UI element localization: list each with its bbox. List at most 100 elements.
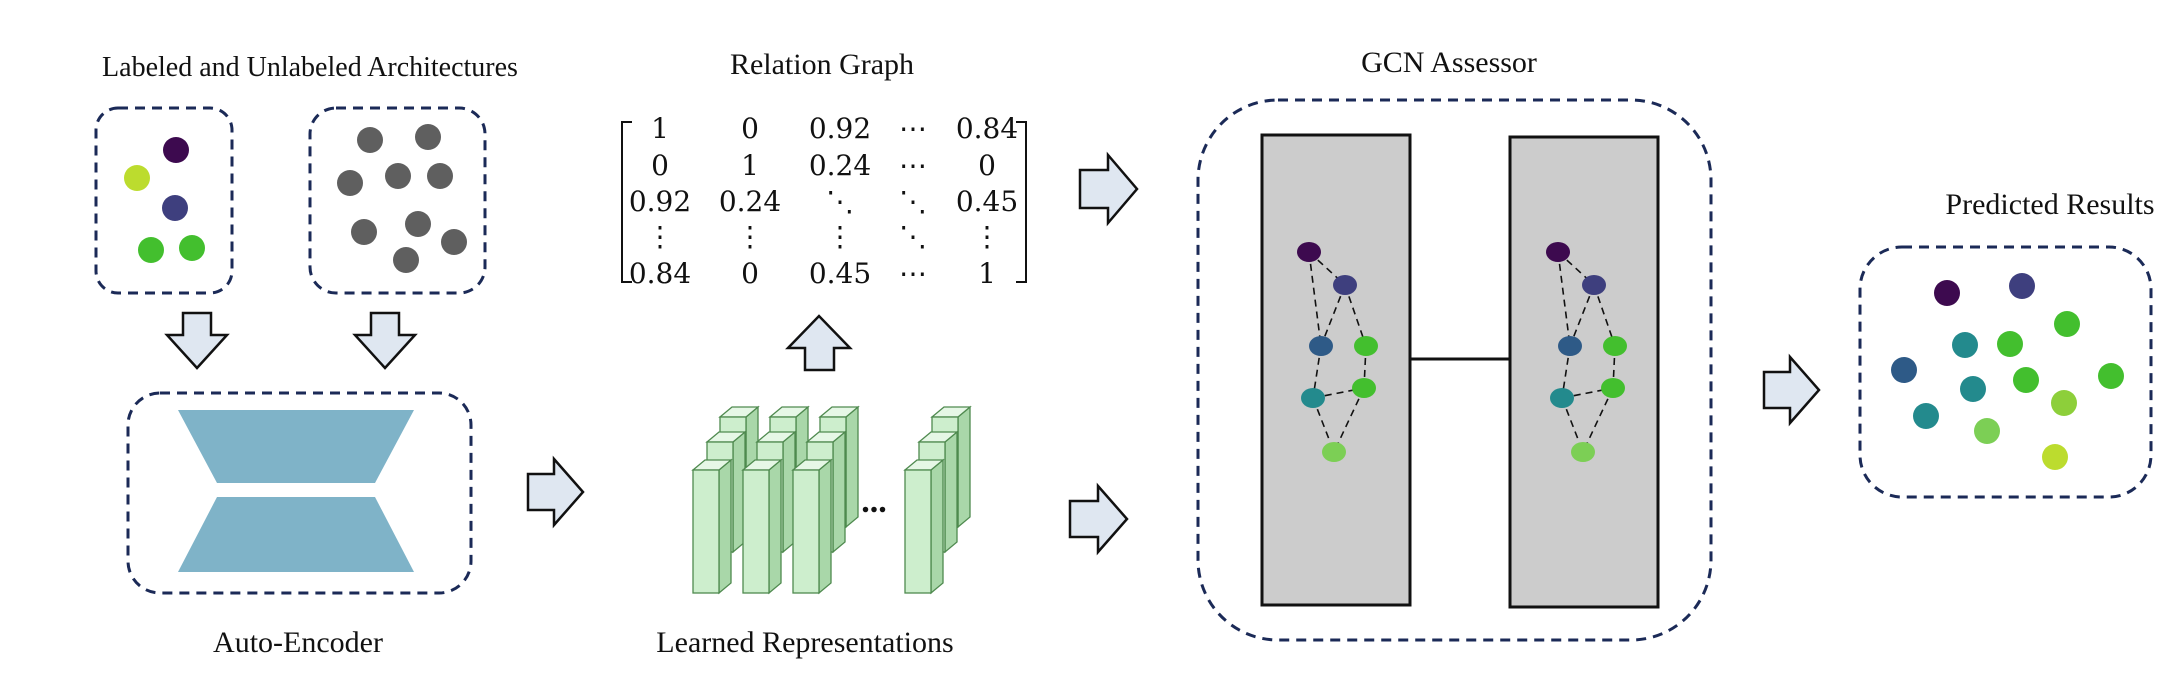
graph-edge xyxy=(1312,345,1322,399)
matrix-cell: 0.84 xyxy=(629,257,691,290)
gcn-assessor-label: GCN Assessor xyxy=(1361,46,1537,79)
graph-edge xyxy=(1593,284,1616,347)
labeled-node xyxy=(124,165,150,191)
graph-node xyxy=(1297,242,1321,262)
unlabeled-node xyxy=(351,219,377,245)
predicted-node xyxy=(2054,311,2080,337)
matrix-right-bracket xyxy=(1016,121,1027,283)
graph-edge xyxy=(1561,345,1571,399)
unlabeled-node xyxy=(415,124,441,150)
unlabeled-nodes xyxy=(337,124,467,273)
graph-node xyxy=(1582,275,1606,295)
graph-edge xyxy=(1344,284,1367,347)
representation-column xyxy=(903,458,945,595)
matrix-cell: 0.45 xyxy=(956,185,1018,218)
unlabeled-architectures-box xyxy=(308,106,487,295)
predicted-node xyxy=(2009,273,2035,299)
unlabeled-node xyxy=(337,170,363,196)
predicted-node xyxy=(1952,332,1978,358)
graph-node xyxy=(1546,242,1570,262)
representation-column xyxy=(741,458,783,595)
matrix-cell: 0.24 xyxy=(809,149,871,182)
right-arrow-representations xyxy=(1068,482,1129,556)
encoder-trapezoid xyxy=(178,410,414,483)
predicted-node xyxy=(1960,376,1986,402)
matrix-cell: ⋱ xyxy=(899,185,927,218)
matrix-cell: ⋮ xyxy=(646,220,674,253)
up-arrow-relation xyxy=(785,314,853,372)
matrix-cell: ⋮ xyxy=(826,220,854,253)
graph-node xyxy=(1571,442,1595,462)
unlabeled-node xyxy=(405,211,431,237)
graph-node xyxy=(1558,336,1582,356)
matrix-cell: 0.92 xyxy=(809,112,871,145)
gcn-assessor-box xyxy=(1196,98,1713,642)
unlabeled-node xyxy=(441,229,467,255)
gcn-layer-panel-right xyxy=(1508,135,1660,609)
matrix-cell: 1 xyxy=(978,257,996,290)
graph-node xyxy=(1601,378,1625,398)
predicted-node xyxy=(2051,390,2077,416)
matrix-cell: 0.84 xyxy=(956,112,1018,145)
relation-graph-label: Relation Graph xyxy=(730,48,914,81)
gcn-graph-left xyxy=(1297,242,1378,462)
predicted-node xyxy=(1891,357,1917,383)
learned-representation-columns xyxy=(691,405,972,595)
matrix-cell: ⋱ xyxy=(899,220,927,253)
graph-node xyxy=(1550,388,1574,408)
auto-encoder-box xyxy=(126,391,473,595)
decoder-trapezoid xyxy=(178,497,414,572)
unlabeled-node xyxy=(385,163,411,189)
gcn-layer-panel-left xyxy=(1260,133,1412,607)
matrix-cell: ⋯ xyxy=(899,112,927,145)
labeled-nodes xyxy=(124,137,205,263)
matrix-cell: ⋮ xyxy=(736,220,764,253)
predicted-node xyxy=(1934,280,1960,306)
graph-edge xyxy=(1312,387,1365,399)
matrix-cell: ⋯ xyxy=(899,257,927,290)
graph-node xyxy=(1352,378,1376,398)
learned-representations-label: Learned Representations xyxy=(656,626,953,659)
gcn-graph-right xyxy=(1546,242,1627,462)
graph-node xyxy=(1309,336,1333,356)
down-arrow-unlabeled xyxy=(352,311,418,370)
unlabeled-node xyxy=(357,127,383,153)
auto-encoder-label: Auto-Encoder xyxy=(213,626,383,659)
predicted-node xyxy=(2042,444,2068,470)
graph-edge xyxy=(1320,284,1346,347)
graph-edge xyxy=(1308,251,1322,347)
unlabeled-node xyxy=(427,163,453,189)
matrix-cell: 0.45 xyxy=(809,257,871,290)
predicted-results-box xyxy=(1858,245,2153,499)
predicted-nodes xyxy=(1891,273,2124,470)
down-arrow-labeled xyxy=(164,311,230,370)
graph-edge xyxy=(1561,387,1614,399)
matrix-cell: 0 xyxy=(741,112,759,145)
labeled-architectures-box xyxy=(94,106,234,295)
representation-column xyxy=(791,458,833,595)
matrix-cell: 0.24 xyxy=(719,185,781,218)
matrix-cell: ⋮ xyxy=(973,220,1001,253)
matrix-cell: 0.92 xyxy=(629,185,691,218)
right-arrow-encoder xyxy=(526,455,585,529)
graph-edge xyxy=(1557,251,1571,347)
matrix-cell: 1 xyxy=(741,149,759,182)
columns-ellipsis: ... xyxy=(861,483,887,520)
relation-matrix: 1 0 0.92 ⋯ 0.84 0 1 0.24 ⋯ 0 0.92 0.24 ⋱… xyxy=(629,112,1018,290)
right-arrow-results xyxy=(1762,353,1821,427)
graph-edge xyxy=(1569,284,1595,347)
representation-column xyxy=(691,458,733,595)
predicted-node xyxy=(1913,403,1939,429)
matrix-cell: 0 xyxy=(978,149,996,182)
graph-node xyxy=(1322,442,1346,462)
predicted-node xyxy=(2013,367,2039,393)
matrix-cell: 1 xyxy=(651,112,669,145)
graph-node xyxy=(1301,388,1325,408)
architectures-label: Labeled and Unlabeled Architectures xyxy=(102,52,518,83)
predicted-results-label: Predicted Results xyxy=(1945,188,2154,221)
matrix-cell: 0 xyxy=(651,149,669,182)
unlabeled-node xyxy=(393,247,419,273)
right-arrow-relation xyxy=(1078,151,1139,227)
labeled-node xyxy=(162,195,188,221)
